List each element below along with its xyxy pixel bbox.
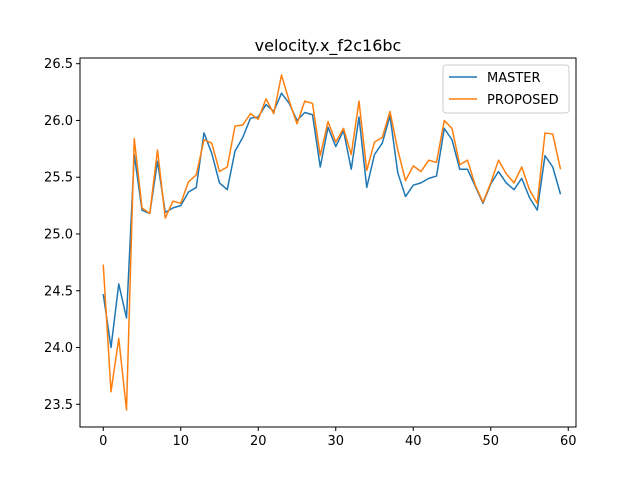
legend-label-master: MASTER <box>487 71 541 86</box>
x-tick-label: 60 <box>560 434 577 449</box>
series-line-proposed <box>102 74 562 411</box>
legend: MASTER PROPOSED <box>442 64 570 114</box>
y-tick-label: 23.5 <box>44 398 73 413</box>
y-tick-label: 26.0 <box>44 114 73 129</box>
plot-frame <box>79 57 577 428</box>
legend-label-proposed: PROPOSED <box>487 93 559 108</box>
y-tick-label: 26.5 <box>44 57 73 72</box>
x-tick-label: 20 <box>250 434 267 449</box>
y-tick-label: 25.0 <box>44 227 73 242</box>
series-group <box>102 74 562 411</box>
x-tick-label: 40 <box>405 434 422 449</box>
x-tick-label: 10 <box>172 434 189 449</box>
y-axis: 23.5 24.0 24.5 25.0 25.5 26.0 26.5 <box>44 57 80 413</box>
x-tick-label: 30 <box>327 434 344 449</box>
chart-title: velocity.x_f2c16bc <box>255 36 402 56</box>
y-tick-label: 24.0 <box>44 341 73 356</box>
y-tick-label: 25.5 <box>44 171 73 186</box>
x-tick-label: 50 <box>482 434 499 449</box>
y-tick-label: 24.5 <box>44 284 73 299</box>
x-tick-label: 0 <box>99 434 107 449</box>
x-axis: 0 10 20 30 40 50 60 <box>99 427 577 449</box>
